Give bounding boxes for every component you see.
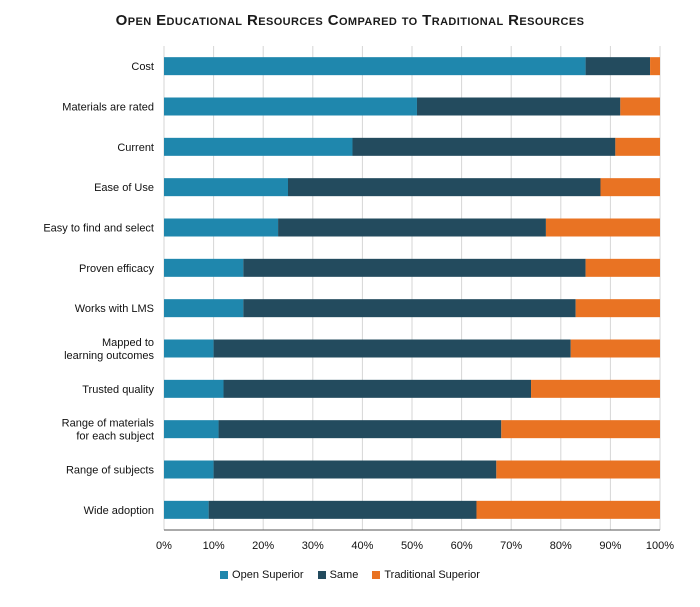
bar-segment-open-superior — [164, 500, 209, 519]
bar-segment-open-superior — [164, 460, 214, 479]
bar-segment-traditional-superior — [531, 379, 660, 398]
bar-segment-open-superior — [164, 57, 586, 76]
bar-segment-traditional-superior — [620, 97, 660, 116]
bar-segment-open-superior — [164, 339, 214, 358]
category-label: Range of subjects — [66, 465, 155, 477]
bar-segment-open-superior — [164, 218, 279, 237]
x-tick-label: 20% — [252, 540, 274, 552]
legend-entry: Open Superior — [220, 569, 304, 581]
bar-segment-traditional-superior — [501, 420, 660, 439]
legend-label: Same — [329, 569, 359, 581]
bar-segment-traditional-superior — [570, 339, 660, 358]
category-label: Ease of Use — [94, 182, 154, 194]
bar-segment-same — [213, 460, 497, 479]
bar-segment-same — [278, 218, 546, 237]
bar-segment-open-superior — [164, 379, 224, 398]
bar-segment-same — [585, 57, 651, 76]
x-tick-label: 0% — [156, 540, 172, 552]
bar-segment-open-superior — [164, 258, 244, 277]
category-label: Wide adoption — [84, 505, 154, 517]
category-label: Range of materials for each subject — [62, 418, 155, 443]
legend-swatch — [372, 571, 381, 579]
bar-segment-traditional-superior — [650, 57, 660, 76]
category-label: Trusted quality — [82, 384, 154, 396]
bar-segment-same — [243, 258, 586, 277]
bar-segment-traditional-superior — [476, 500, 660, 519]
legend-label: Traditional Superior — [384, 569, 480, 581]
bar-segment-same — [352, 137, 616, 156]
bar-segment-open-superior — [164, 178, 288, 197]
category-label: Materials are rated — [62, 102, 154, 114]
x-tick-label: 30% — [302, 540, 324, 552]
x-tick-label: 40% — [351, 540, 373, 552]
bar-segment-same — [416, 97, 621, 116]
x-tick-label: 100% — [646, 540, 674, 552]
x-tick-label: 10% — [203, 540, 225, 552]
category-label: Current — [117, 142, 154, 154]
x-tick-label: 80% — [550, 540, 572, 552]
bar-segment-open-superior — [164, 97, 417, 116]
category-label: Works with LMS — [75, 303, 154, 315]
category-label: Proven efficacy — [79, 263, 155, 275]
x-tick-label: 60% — [451, 540, 473, 552]
legend-swatch — [220, 571, 229, 579]
legend-entry: Traditional Superior — [372, 569, 480, 581]
chart-title: Open Educational Resources Compared to T… — [115, 12, 585, 29]
bar-segment-open-superior — [164, 137, 353, 156]
x-tick-label: 90% — [599, 540, 621, 552]
bar-segment-traditional-superior — [496, 460, 660, 479]
bar-segment-same — [218, 420, 502, 439]
bar-segment-traditional-superior — [575, 299, 660, 318]
legend: Open Superior Same Traditional Superior — [0, 569, 700, 581]
bar-segment-traditional-superior — [600, 178, 660, 197]
bar-segment-traditional-superior — [585, 258, 660, 277]
category-label: Mapped to learning outcomes — [64, 337, 154, 362]
bar-segment-same — [208, 500, 477, 519]
bar-segment-traditional-superior — [545, 218, 660, 237]
legend-entry: Same — [317, 569, 359, 581]
bar-segment-same — [288, 178, 601, 197]
category-label: Easy to find and select — [43, 223, 154, 235]
bar-segment-open-superior — [164, 420, 219, 439]
category-label: Cost — [131, 61, 154, 73]
legend-label: Open Superior — [232, 569, 304, 581]
bar-segment-same — [213, 339, 571, 358]
bar-segment-same — [243, 299, 576, 318]
x-tick-label: 70% — [500, 540, 522, 552]
x-tick-label: 50% — [401, 540, 423, 552]
bar-segment-open-superior — [164, 299, 244, 318]
legend-swatch — [317, 571, 326, 579]
bar-segment-traditional-superior — [615, 137, 660, 156]
bar-segment-same — [223, 379, 532, 398]
